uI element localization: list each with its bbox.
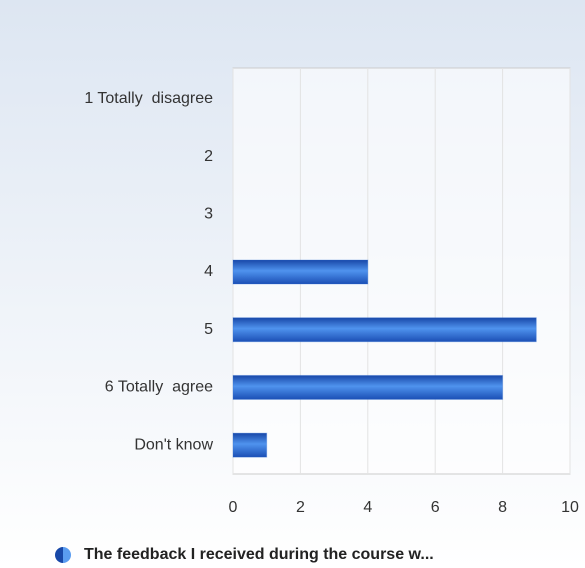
legend-label: The feedback I received during the cours… <box>84 546 434 563</box>
legend-marker <box>55 547 71 563</box>
y-tick-label: 3 <box>204 206 213 223</box>
y-tick-label: 2 <box>204 148 213 165</box>
bar <box>232 259 369 285</box>
x-tick-label: 0 <box>229 499 238 516</box>
bar <box>232 432 268 458</box>
x-tick-label: 6 <box>431 499 440 516</box>
x-tick-label: 4 <box>363 499 372 516</box>
y-tick-label: 4 <box>204 263 213 280</box>
y-tick-label: Don't know <box>134 436 213 453</box>
y-tick-label: 6 Totally agree <box>105 379 213 396</box>
y-tick-label: 1 Totally disagree <box>84 90 213 107</box>
y-tick-label: 5 <box>204 321 213 338</box>
bar <box>232 317 537 343</box>
x-tick-label: 2 <box>296 499 305 516</box>
bar <box>232 374 504 400</box>
x-tick-label: 10 <box>561 499 579 516</box>
x-tick-label: 8 <box>498 499 507 516</box>
